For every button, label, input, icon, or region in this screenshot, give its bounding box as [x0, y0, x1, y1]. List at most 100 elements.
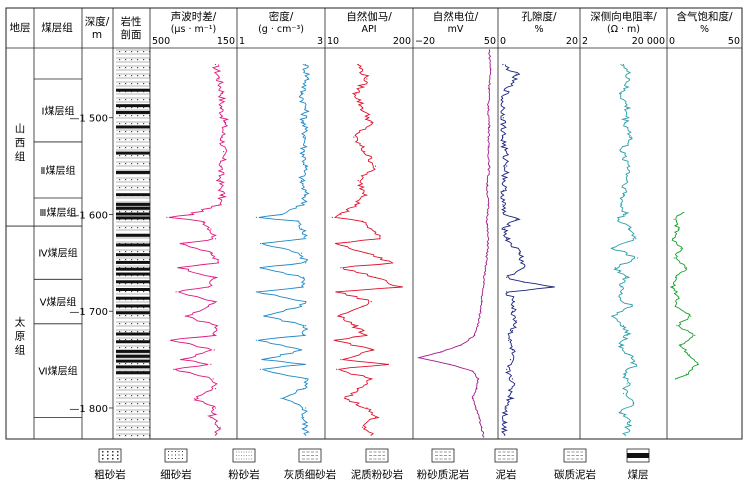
den-point: [300, 92, 303, 95]
por-point: [513, 301, 515, 303]
lith-dot: [137, 387, 139, 389]
lith-dot: [137, 75, 139, 77]
legend-dot: [168, 458, 169, 459]
lithology-column: [116, 49, 151, 437]
lith-dot: [131, 75, 133, 77]
lith-dot: [131, 379, 133, 381]
lith-dot: [143, 435, 145, 437]
lith-dot: [131, 147, 133, 149]
sp-point: [479, 310, 481, 312]
ac-point: [219, 426, 221, 428]
lith-dot: [137, 315, 139, 317]
legend-dot: [112, 451, 114, 453]
gas-point: [677, 296, 679, 298]
lith-dot: [125, 75, 127, 77]
lith-dot: [125, 139, 127, 141]
ac-point: [221, 136, 223, 138]
sp-point: [487, 146, 489, 148]
res-curve: [610, 64, 638, 436]
lith-dot: [143, 131, 145, 133]
depth-tick-label: —1 700: [69, 307, 108, 318]
legend-dot: [168, 451, 169, 452]
den-point: [305, 434, 307, 436]
lith-coal-bed: [116, 267, 150, 271]
col-header-depth-2: m: [92, 29, 102, 41]
legend-dot: [171, 451, 173, 452]
lith-dot: [137, 67, 139, 69]
den-point: [300, 349, 303, 351]
ac-point: [214, 238, 217, 240]
legend-fill: [627, 453, 649, 458]
lith-dot: [143, 427, 145, 429]
sp-point: [486, 184, 488, 186]
lith-dot: [119, 339, 121, 341]
sp-point: [489, 68, 492, 70]
lith-dot: [125, 259, 127, 261]
ac-point: [214, 63, 217, 66]
lith-dot: [137, 259, 139, 261]
ac-point: [210, 417, 212, 419]
gr-point: [361, 305, 364, 307]
lith-dot: [137, 123, 139, 125]
lith-dot: [125, 395, 127, 397]
lith-dot: [119, 403, 121, 405]
lith-dot: [137, 427, 139, 429]
por-point: [509, 397, 512, 399]
table-frame: [5, 7, 743, 440]
formation-label-char: 组: [15, 344, 26, 357]
lith-dot: [137, 347, 139, 349]
ac-point: [214, 388, 217, 390]
den-point: [264, 359, 266, 361]
depth-tick-label: —1 800: [69, 404, 108, 415]
ac-point: [218, 204, 220, 206]
ac-min-label: 500: [152, 36, 170, 47]
legend-dot: [171, 454, 173, 456]
lith-dot: [119, 259, 121, 261]
gas-unit: %: [700, 24, 709, 35]
lith-dot: [119, 67, 121, 69]
lith-dot: [131, 435, 133, 437]
lith-dot: [119, 419, 121, 421]
res-point: [635, 363, 637, 365]
lith-dot: [137, 331, 139, 333]
gas-point: [680, 344, 682, 346]
legend-label: 泥质粉砂岩: [351, 468, 404, 481]
ac-point: [221, 92, 223, 95]
lith-dot: [131, 251, 133, 253]
por-point: [508, 339, 510, 341]
lith-dot: [143, 347, 145, 349]
lith-dot: [119, 291, 121, 293]
lith-coal-bed: [116, 332, 150, 336]
ac-point: [224, 122, 226, 124]
res-point: [629, 354, 631, 356]
sp-point: [480, 426, 483, 428]
col-header-lith-2: 剖面: [121, 28, 142, 41]
gr-point: [355, 92, 357, 95]
res-point: [612, 247, 614, 249]
gr-point: [361, 426, 364, 428]
den-point: [300, 228, 303, 230]
res-point: [622, 325, 625, 327]
gr-point: [336, 368, 338, 370]
legend-label: 灰质细砂岩: [284, 468, 337, 481]
ac-point: [212, 334, 214, 336]
lith-dot: [131, 115, 133, 117]
coal-group-label: Ⅴ煤层组: [40, 296, 77, 309]
legend-item-carbmud: 碳质泥岩: [554, 448, 596, 481]
res-point: [626, 107, 628, 109]
res-point: [624, 373, 627, 375]
lith-dot: [143, 403, 145, 405]
lith-dot: [137, 227, 139, 229]
gas-point: [672, 238, 674, 240]
por-point: [515, 73, 517, 75]
ac-point: [219, 180, 221, 182]
ac-max-label: 150: [217, 36, 235, 47]
gr-point: [336, 291, 338, 293]
gr-point: [370, 228, 372, 230]
lith-dot: [125, 275, 127, 277]
lith-coal-bed: [116, 296, 150, 300]
lith-dot: [143, 67, 145, 69]
gas-point: [697, 363, 699, 365]
gr-point: [340, 213, 342, 216]
